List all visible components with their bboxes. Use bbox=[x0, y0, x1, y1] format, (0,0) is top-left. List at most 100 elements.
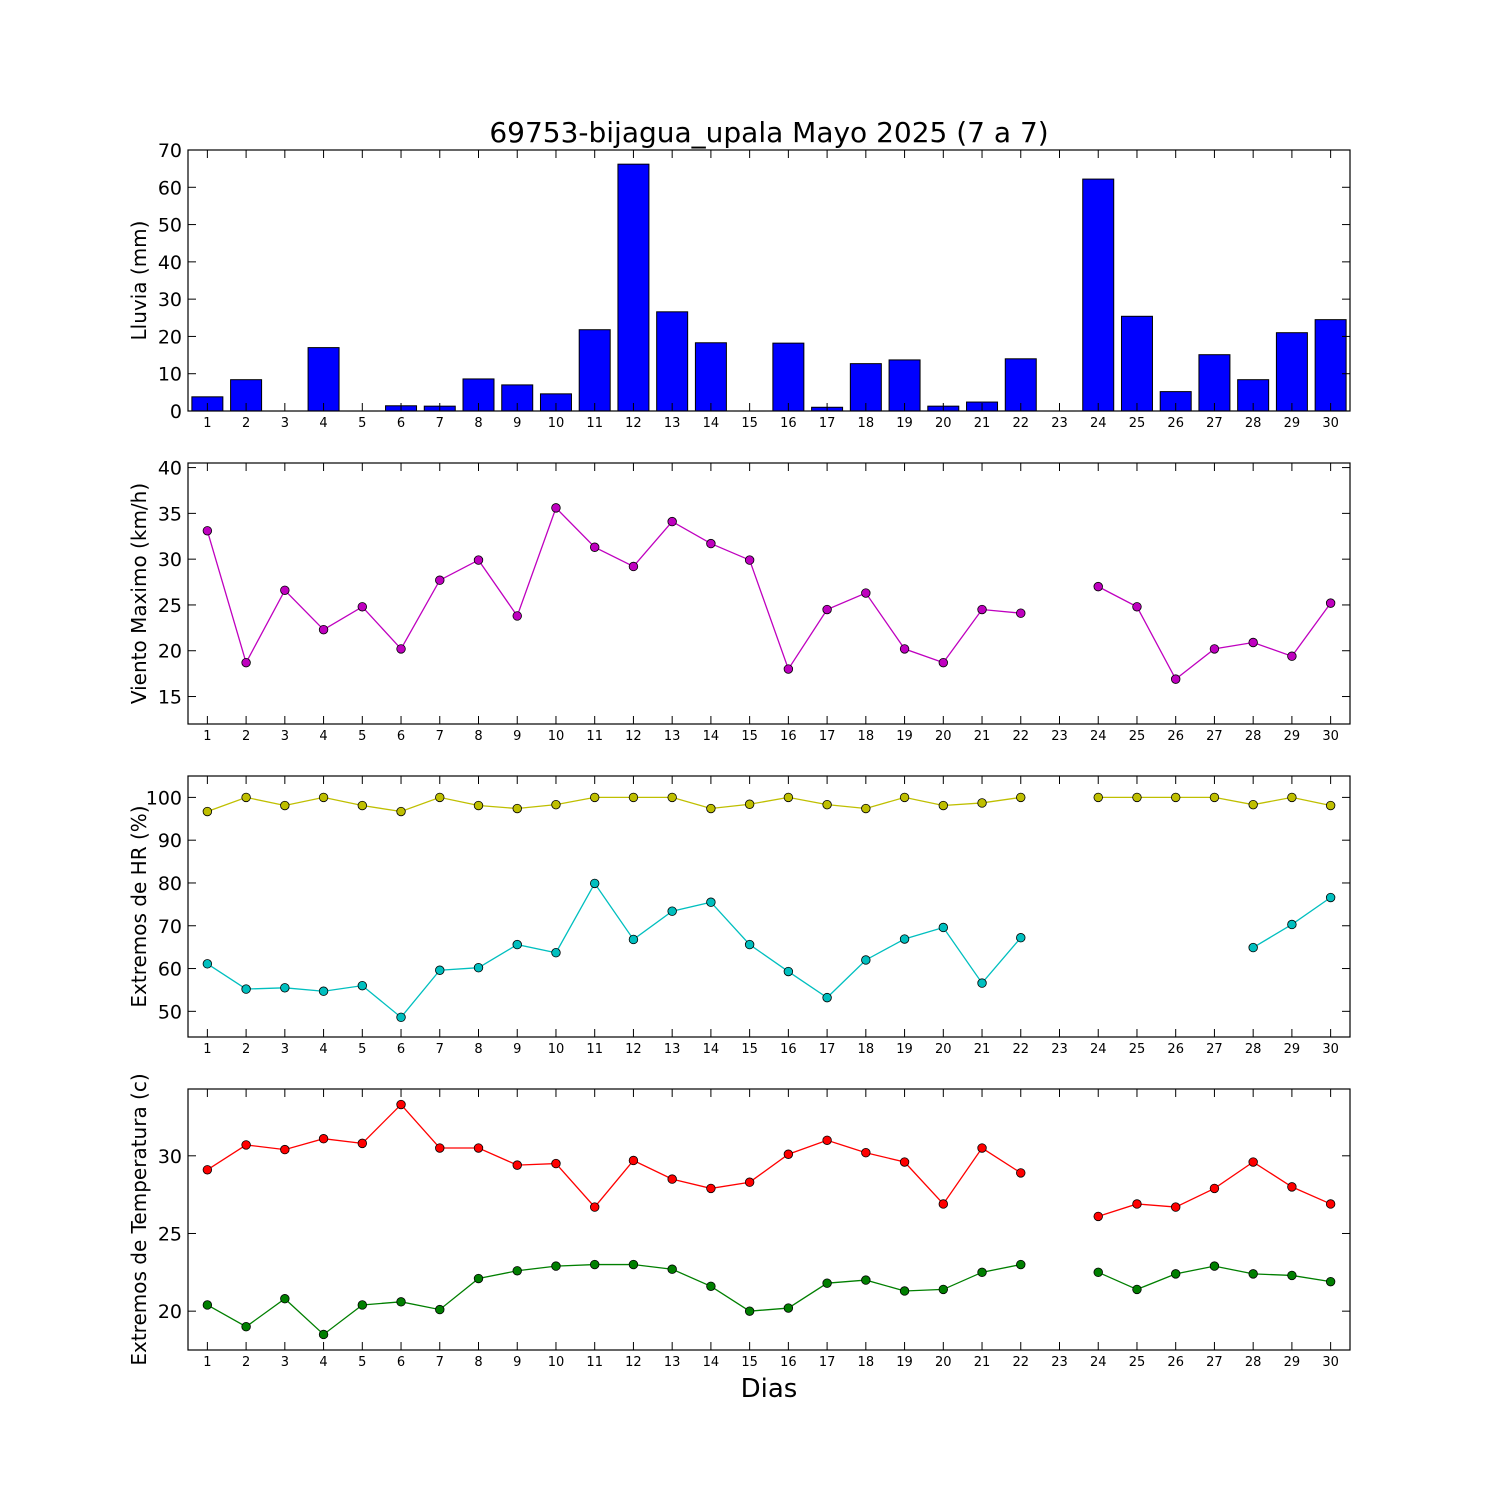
point-temp-series-0-day-6 bbox=[396, 1099, 406, 1110]
line-viento-series-0 bbox=[1097, 586, 1332, 681]
x-tick-label-hr-5: 5 bbox=[358, 1042, 366, 1057]
x-tick-label-lluvia-6: 6 bbox=[397, 416, 405, 431]
x-tick-label-temp-19: 19 bbox=[896, 1355, 913, 1370]
point-hr-series-0-day-12 bbox=[628, 792, 639, 803]
point-viento-series-0-day-5 bbox=[357, 602, 368, 612]
point-viento-series-0-day-28 bbox=[1248, 637, 1258, 648]
point-hr-series-0-day-22 bbox=[1016, 792, 1026, 803]
y-tick-label-lluvia-20: 20 bbox=[158, 326, 182, 348]
y-tick-label-temp-25: 25 bbox=[158, 1223, 182, 1245]
point-temp-series-1-day-24 bbox=[1093, 1267, 1103, 1278]
point-viento-series-0-day-26 bbox=[1170, 674, 1181, 684]
point-temp-series-1-day-13 bbox=[667, 1264, 677, 1274]
x-tick-label-viento-13: 13 bbox=[664, 729, 681, 744]
x-tick-label-hr-13: 13 bbox=[664, 1042, 681, 1057]
x-tick-label-hr-16: 16 bbox=[780, 1042, 797, 1057]
point-temp-series-1-day-27 bbox=[1209, 1261, 1220, 1271]
x-tick-label-hr-7: 7 bbox=[436, 1042, 444, 1057]
point-temp-series-0-day-5 bbox=[357, 1138, 368, 1149]
y-axis-label-temp: Extremos de Temperatura (c) bbox=[127, 1073, 151, 1365]
point-temp-series-1-day-3 bbox=[280, 1294, 290, 1304]
x-tick-label-hr-8: 8 bbox=[474, 1042, 482, 1057]
point-hr-series-1-day-19 bbox=[899, 934, 910, 944]
y-axis-label-hr: Extremos de HR (%) bbox=[127, 805, 151, 1007]
point-temp-series-0-day-12 bbox=[628, 1155, 639, 1166]
x-tick-label-hr-6: 6 bbox=[397, 1042, 405, 1057]
x-tick-label-lluvia-29: 29 bbox=[1284, 416, 1301, 431]
point-hr-series-0-day-13 bbox=[667, 792, 677, 803]
x-tick-label-temp-26: 26 bbox=[1167, 1355, 1184, 1370]
point-hr-series-1-day-5 bbox=[357, 980, 368, 991]
point-hr-series-0-day-30 bbox=[1325, 800, 1336, 811]
x-tick-label-temp-25: 25 bbox=[1129, 1355, 1146, 1370]
x-tick-label-lluvia-9: 9 bbox=[513, 416, 521, 431]
point-temp-series-0-day-30 bbox=[1325, 1199, 1336, 1209]
point-temp-series-1-day-17 bbox=[822, 1278, 832, 1288]
x-tick-label-hr-21: 21 bbox=[974, 1042, 991, 1057]
point-temp-series-1-day-9 bbox=[512, 1266, 522, 1276]
x-tick-label-viento-16: 16 bbox=[780, 729, 797, 744]
point-hr-series-0-day-26 bbox=[1170, 792, 1181, 803]
x-tick-label-lluvia-25: 25 bbox=[1129, 416, 1146, 431]
point-temp-series-0-day-3 bbox=[280, 1144, 290, 1155]
x-tick-label-temp-29: 29 bbox=[1284, 1355, 1301, 1370]
x-tick-label-viento-17: 17 bbox=[819, 729, 836, 744]
point-hr-series-0-day-16 bbox=[783, 792, 794, 803]
point-viento-series-0-day-30 bbox=[1325, 598, 1336, 608]
x-tick-label-lluvia-8: 8 bbox=[474, 416, 482, 431]
x-tick-label-lluvia-17: 17 bbox=[819, 416, 836, 431]
y-tick-label-viento-20: 20 bbox=[158, 641, 182, 663]
point-hr-series-0-day-4 bbox=[318, 792, 329, 803]
x-tick-label-lluvia-27: 27 bbox=[1206, 416, 1223, 431]
x-tick-label-temp-11: 11 bbox=[586, 1355, 603, 1370]
x-tick-label-lluvia-16: 16 bbox=[780, 416, 797, 431]
x-tick-label-viento-8: 8 bbox=[474, 729, 482, 744]
point-temp-series-0-day-13 bbox=[667, 1174, 677, 1184]
x-tick-label-lluvia-1: 1 bbox=[203, 416, 211, 431]
point-temp-series-0-day-4 bbox=[318, 1134, 329, 1144]
point-hr-series-1-day-7 bbox=[435, 965, 445, 975]
x-tick-label-lluvia-22: 22 bbox=[1012, 416, 1029, 431]
y-tick-label-lluvia-40: 40 bbox=[158, 252, 182, 274]
point-temp-series-1-day-28 bbox=[1248, 1269, 1258, 1279]
x-tick-label-viento-10: 10 bbox=[548, 729, 565, 744]
point-hr-series-0-day-3 bbox=[280, 800, 290, 811]
point-hr-series-1-day-17 bbox=[822, 992, 832, 1003]
y-tick-label-viento-30: 30 bbox=[158, 549, 182, 571]
point-temp-series-0-day-26 bbox=[1170, 1202, 1181, 1212]
x-tick-label-temp-15: 15 bbox=[741, 1355, 758, 1370]
point-hr-series-0-day-10 bbox=[551, 799, 561, 810]
x-tick-label-lluvia-7: 7 bbox=[436, 416, 444, 431]
y-tick-label-lluvia-70: 70 bbox=[158, 140, 182, 162]
x-tick-label-lluvia-10: 10 bbox=[548, 416, 565, 431]
y-tick-label-viento-25: 25 bbox=[158, 595, 182, 617]
x-tick-label-viento-27: 27 bbox=[1206, 729, 1223, 744]
x-tick-label-temp-27: 27 bbox=[1206, 1355, 1223, 1370]
y-tick-label-viento-40: 40 bbox=[158, 458, 182, 480]
x-tick-label-lluvia-19: 19 bbox=[896, 416, 913, 431]
x-tick-label-viento-4: 4 bbox=[319, 729, 327, 744]
point-temp-series-1-day-21 bbox=[977, 1267, 987, 1278]
x-tick-label-lluvia-5: 5 bbox=[358, 416, 366, 431]
y-tick-label-lluvia-30: 30 bbox=[158, 289, 182, 311]
point-viento-series-0-day-8 bbox=[473, 555, 484, 565]
x-tick-label-lluvia-14: 14 bbox=[703, 416, 720, 431]
x-tick-label-temp-2: 2 bbox=[242, 1355, 250, 1370]
bar-lluvia-day-27 bbox=[1198, 354, 1231, 412]
point-viento-series-0-day-18 bbox=[861, 588, 871, 598]
axes-frame-viento bbox=[187, 462, 1351, 725]
line-temp-series-1 bbox=[207, 1263, 1021, 1336]
bar-lluvia-day-4 bbox=[307, 347, 340, 412]
point-viento-series-0-day-12 bbox=[628, 561, 639, 572]
y-tick-label-hr-50: 50 bbox=[158, 1001, 182, 1023]
point-hr-series-0-day-14 bbox=[706, 803, 716, 814]
x-tick-label-hr-28: 28 bbox=[1245, 1042, 1262, 1057]
point-hr-series-1-day-20 bbox=[938, 922, 949, 933]
x-tick-label-lluvia-24: 24 bbox=[1090, 416, 1107, 431]
x-tick-label-hr-17: 17 bbox=[819, 1042, 836, 1057]
point-temp-series-0-day-7 bbox=[435, 1143, 445, 1153]
bar-lluvia-day-30 bbox=[1314, 319, 1347, 412]
x-tick-label-lluvia-3: 3 bbox=[281, 416, 289, 431]
